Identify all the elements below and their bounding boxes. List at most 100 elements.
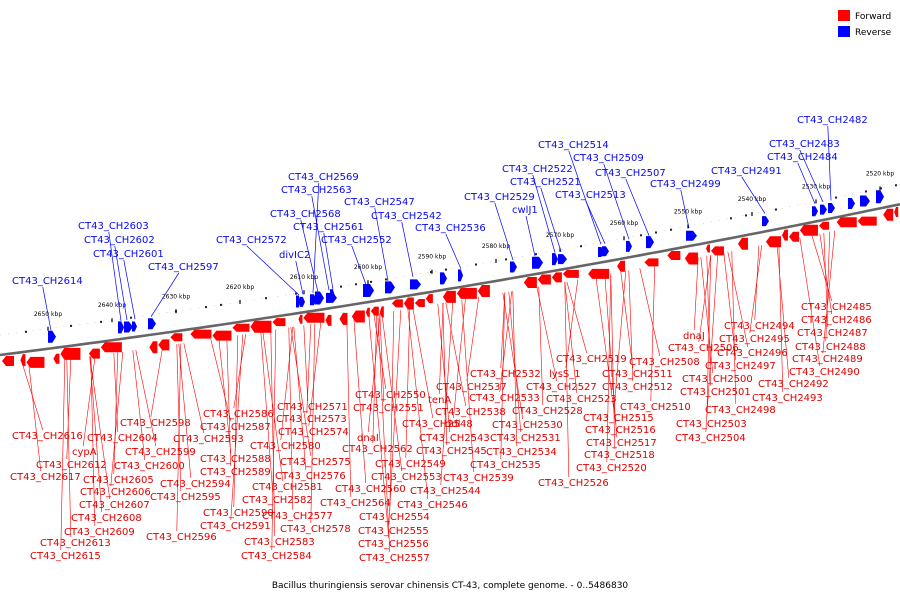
forward-gene-label: CT43_CH2546 (397, 500, 468, 511)
forward-gene-label: CT43_CH2506 (668, 343, 739, 354)
reverse-gene (876, 190, 884, 204)
forward-leader (650, 265, 656, 402)
forward-gene-label: CT43_CH2531 (490, 433, 561, 444)
forward-leader (799, 237, 821, 367)
forward-gene-label: dnaJ (683, 331, 705, 342)
forward-leader (499, 291, 513, 393)
forward-gene-label: CT43_CH2518 (584, 450, 655, 461)
forward-leader (693, 257, 699, 331)
forward-leader (66, 359, 72, 538)
reverse-gene (558, 254, 567, 265)
forward-gene (212, 330, 232, 341)
forward-gene-label: CT43_CH2528 (512, 406, 583, 417)
forward-gene (339, 312, 348, 325)
forward-leader (564, 281, 578, 394)
scale-marker (370, 280, 372, 283)
scale-tick-label: 2580 kbp (482, 243, 510, 250)
forward-gene (26, 356, 45, 368)
reverse-leader (799, 149, 824, 203)
legend: Forward Reverse (838, 10, 892, 38)
forward-gene (562, 269, 579, 278)
forward-gene-label: CT43_CH2500 (682, 374, 753, 385)
legend-reverse-label: Reverse (855, 28, 892, 38)
forward-leader (440, 301, 454, 486)
scale-marker (730, 217, 732, 220)
reverse-gene-label: CT43_CH2521 (510, 177, 581, 188)
reverse-leader (532, 174, 556, 253)
forward-gene-label: CT43_CH2520 (576, 463, 647, 474)
forward-gene-label: CT43_CH2600 (114, 461, 185, 472)
forward-gene-label: CT43_CH2555 (358, 526, 429, 537)
forward-gene-label: CT43_CH2587 (200, 422, 271, 433)
reverse-gene-label: CT43_CH2569 (288, 172, 359, 183)
reverse-leader (300, 219, 319, 293)
forward-gene (272, 318, 286, 327)
forward-leader (176, 343, 182, 532)
forward-gene-label: CT43_CH2564 (320, 498, 391, 509)
forward-gene-label: CT43_CH2490 (789, 367, 860, 378)
forward-gene (250, 320, 272, 333)
forward-gene (414, 298, 425, 307)
forward-leader (132, 350, 146, 461)
forward-gene-label: CT43_CH2503 (676, 419, 747, 430)
forward-leader (89, 356, 111, 500)
forward-gene-label: CT43_CH2519 (556, 354, 627, 365)
forward-leader (82, 355, 96, 447)
forward-leader (453, 299, 466, 419)
reverse-gene (315, 291, 324, 305)
reverse-leader (311, 195, 330, 291)
forward-gene (20, 354, 26, 367)
forward-gene-label: CT43_CH2512 (602, 382, 673, 393)
forward-gene-label: CT43_CH2494 (724, 321, 795, 332)
forward-gene-label: CT43_CH2580 (250, 441, 321, 452)
forward-gene-label: CT43_CH2504 (675, 433, 746, 444)
forward-gene-label: CT43_CH2616 (12, 431, 83, 442)
forward-gene-label: CT43_CH2545 (416, 446, 487, 457)
forward-gene-label: CT43_CH2493 (752, 393, 823, 404)
forward-gene-label: CT43_CH2543 (419, 433, 490, 444)
forward-gene-label: CT43_CH2584 (241, 551, 312, 562)
forward-leader (822, 230, 836, 354)
forward-gene-label: CT43_CH2497 (705, 361, 776, 372)
reverse-gene (363, 283, 374, 297)
forward-gene-label: CT43_CH2609 (64, 527, 135, 538)
forward-leader (705, 253, 719, 433)
reverse-gene (118, 321, 124, 334)
forward-gene-label: CT43_CH2517 (586, 438, 657, 449)
forward-gene-label: CT43_CH2582 (242, 495, 313, 506)
scale-marker (775, 208, 777, 211)
reverse-gene-label: CT43_CH2509 (573, 153, 644, 164)
forward-leader (110, 351, 124, 487)
forward-gene (442, 290, 456, 303)
reverse-gene (820, 204, 827, 215)
reverse-leader (123, 259, 136, 320)
forward-gene (88, 348, 100, 359)
forward-leader (595, 276, 617, 425)
forward-gene-label: CT43_CH2560 (335, 484, 406, 495)
forward-leader (308, 322, 322, 427)
reverse-gene-label: CT43_CH2514 (538, 140, 609, 151)
forward-leader (412, 307, 434, 419)
forward-leader (379, 313, 385, 403)
reverse-leader (568, 150, 602, 245)
scale-marker (445, 268, 447, 271)
forward-gene-label: CT43_CH2534 (486, 447, 557, 458)
forward-gene (818, 221, 829, 230)
forward-gene (149, 341, 158, 354)
forward-gene-label: CT43_CH2548 (402, 419, 473, 430)
forward-leader (604, 274, 618, 438)
forward-gene (303, 312, 325, 323)
scale-tick-label: 2590 kbp (418, 254, 446, 261)
reverse-gene (552, 253, 558, 266)
reverse-leader (246, 245, 300, 296)
forward-gene (391, 299, 403, 308)
forward-leader (230, 334, 244, 521)
forward-gene-label: ddl (445, 419, 460, 430)
reverse-gene-label: CT43_CH2484 (767, 152, 838, 163)
forward-leader (303, 325, 309, 402)
scale-tick-label: 2620 kbp (226, 284, 254, 291)
scale-marker (340, 285, 342, 288)
forward-gene-label: CT43_CH2527 (526, 382, 597, 393)
scale-marker (865, 190, 867, 193)
reverse-gene-label: CT43_CH2542 (371, 211, 442, 222)
